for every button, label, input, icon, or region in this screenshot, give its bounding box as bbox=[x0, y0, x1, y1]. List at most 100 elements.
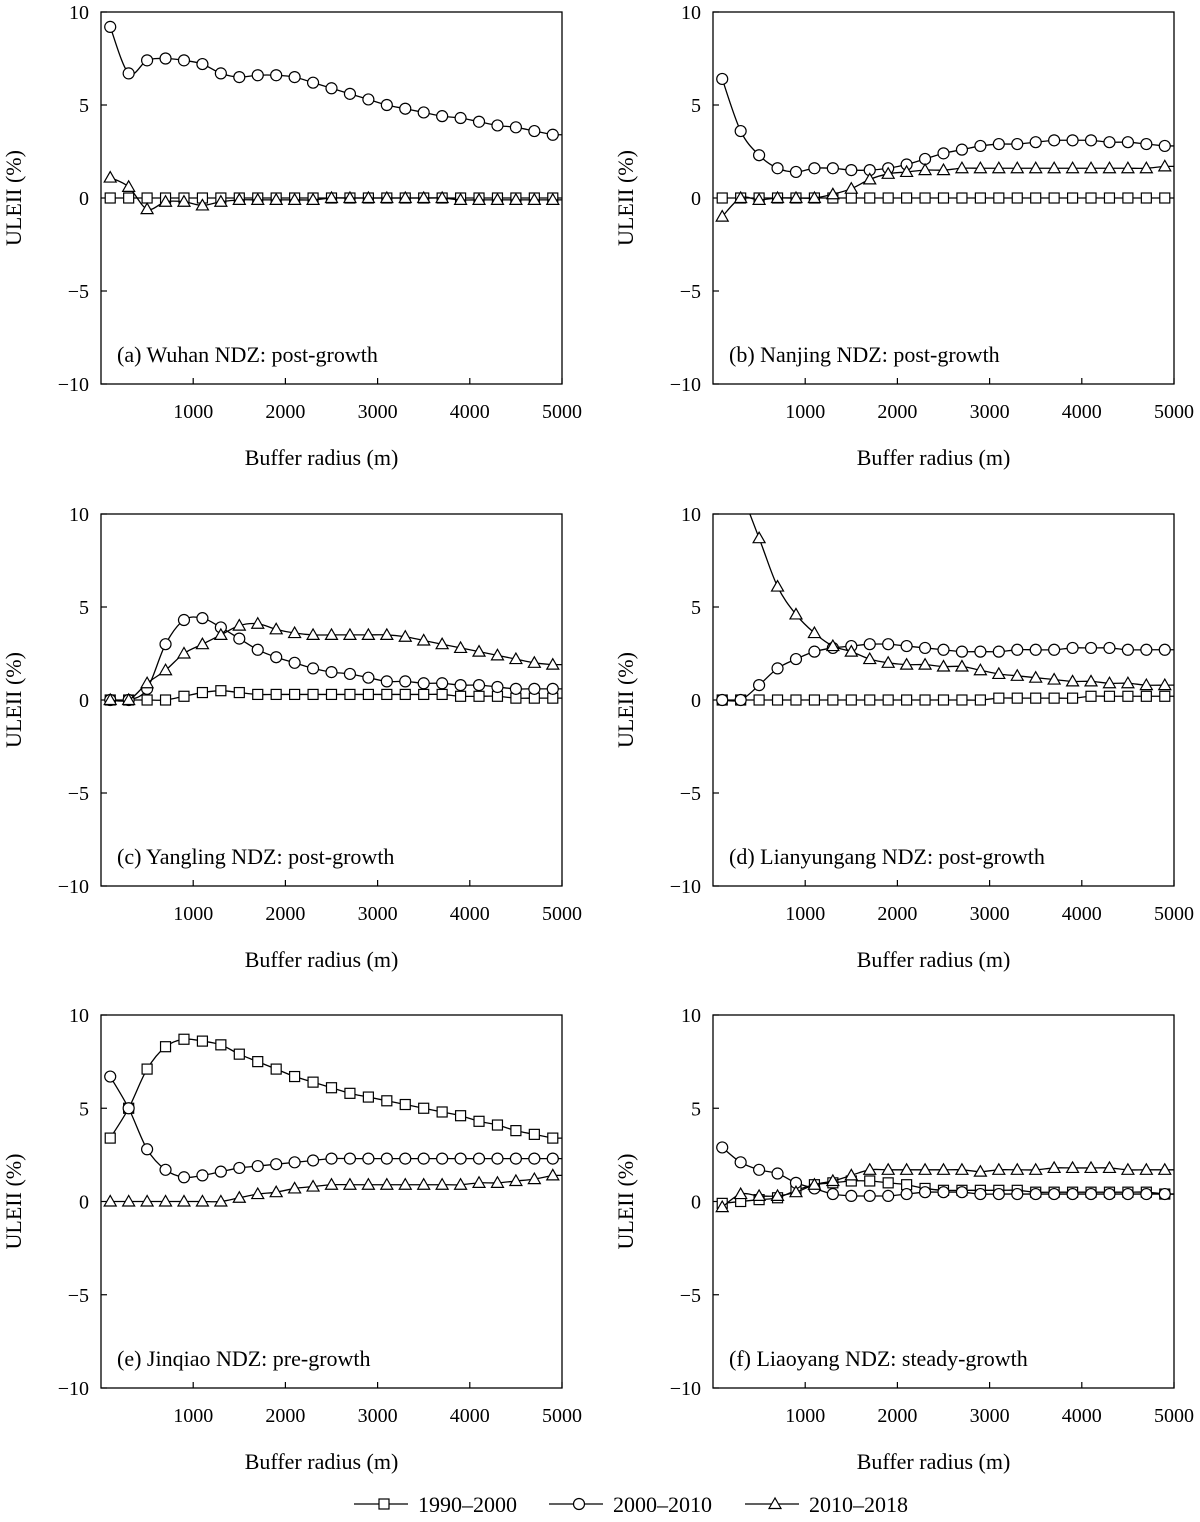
x-tick-label: 4000 bbox=[450, 903, 490, 925]
data-point-triangle bbox=[899, 657, 914, 670]
data-point-square bbox=[104, 1132, 116, 1144]
data-point-triangle bbox=[918, 657, 933, 670]
data-point-triangle bbox=[103, 1194, 118, 1207]
data-point-triangle bbox=[752, 1188, 767, 1202]
data-point-triangle bbox=[1102, 161, 1117, 174]
data-point-square bbox=[937, 192, 950, 204]
data-point-square bbox=[1030, 692, 1042, 704]
data-point-square bbox=[901, 694, 913, 706]
y-axis-label: ULEII (%) bbox=[1, 150, 26, 246]
data-point-triangle bbox=[435, 190, 450, 204]
data-point-square bbox=[790, 694, 802, 706]
data-point-square bbox=[528, 1128, 540, 1140]
chart-panel-0: 10 5 0 −5 −10 1000 2000 3000 4000 5000 Buffer radi… bbox=[1, 2, 582, 470]
data-point-circle bbox=[974, 1187, 987, 1201]
data-point-circle bbox=[472, 679, 486, 692]
data-point-circle bbox=[288, 656, 301, 669]
data-point-circle bbox=[789, 652, 803, 666]
panel-annotation: (c) Yangling NDZ: post-growth bbox=[117, 844, 394, 869]
data-point-triangle bbox=[807, 1177, 822, 1190]
data-point-square bbox=[325, 688, 338, 701]
panel-annotation: (a) Wuhan NDZ: post-growth bbox=[117, 342, 378, 367]
y-tick-label: −5 bbox=[680, 783, 701, 805]
data-point-circle bbox=[900, 639, 913, 653]
data-point-circle bbox=[472, 1152, 486, 1165]
y-axis-label: ULEII (%) bbox=[613, 1154, 638, 1250]
data-point-square bbox=[827, 694, 839, 706]
data-point-triangle bbox=[269, 1184, 284, 1198]
data-point-triangle bbox=[306, 627, 321, 641]
x-axis-label: Buffer radius (m) bbox=[245, 947, 399, 972]
data-point-circle bbox=[1103, 641, 1116, 655]
legend-marker-circle bbox=[572, 1497, 586, 1511]
data-point-triangle bbox=[140, 676, 155, 689]
chart-panel-2: 10 5 0 −5 −10 1000 2000 3000 4000 5000 Buffer radi… bbox=[1, 504, 582, 972]
data-point-circle bbox=[1084, 1187, 1098, 1201]
y-tick-label: 10 bbox=[69, 504, 89, 526]
data-point-square bbox=[454, 690, 467, 702]
data-point-triangle bbox=[1028, 161, 1043, 174]
data-point-triangle bbox=[1120, 1162, 1135, 1175]
data-point-triangle bbox=[807, 190, 822, 204]
data-point-circle bbox=[233, 1161, 246, 1175]
panel-annotation: (f) Liaoyang NDZ: steady-growth bbox=[729, 1346, 1028, 1371]
data-point-triangle bbox=[398, 1177, 413, 1190]
data-point-triangle bbox=[545, 1168, 560, 1181]
x-tick-label: 4000 bbox=[1062, 401, 1102, 423]
data-point-circle bbox=[436, 677, 449, 690]
data-point-circle bbox=[826, 162, 839, 175]
data-point-circle bbox=[992, 137, 1005, 151]
x-tick-label: 1000 bbox=[173, 1405, 213, 1427]
data-point-circle bbox=[325, 1152, 338, 1165]
data-point-square bbox=[993, 692, 1005, 704]
data-point-circle bbox=[937, 1186, 950, 1199]
data-point-triangle bbox=[1157, 1162, 1172, 1175]
data-point-triangle bbox=[195, 636, 210, 650]
data-point-square bbox=[753, 694, 765, 706]
data-point-square bbox=[215, 685, 227, 697]
data-point-square bbox=[1122, 690, 1134, 702]
x-tick-label: 3000 bbox=[358, 1405, 398, 1427]
data-point-circle bbox=[454, 111, 467, 125]
data-point-circle bbox=[752, 149, 766, 162]
data-point-square bbox=[901, 192, 913, 204]
data-point-circle bbox=[1084, 134, 1098, 147]
data-point-square bbox=[882, 694, 894, 706]
y-tick-label: 0 bbox=[79, 1192, 89, 1214]
data-point-triangle bbox=[1139, 161, 1154, 174]
data-point-triangle bbox=[269, 192, 284, 205]
data-point-square bbox=[993, 192, 1005, 204]
data-point-triangle bbox=[954, 161, 969, 174]
data-point-triangle bbox=[991, 1162, 1006, 1175]
data-point-triangle bbox=[121, 1194, 136, 1207]
data-point-square bbox=[418, 688, 430, 701]
panel-annotation: (e) Jinqiao NDZ: pre-growth bbox=[117, 1346, 371, 1371]
data-point-circle bbox=[306, 1154, 320, 1167]
data-point-triangle bbox=[770, 1188, 785, 1202]
data-point-circle bbox=[270, 1158, 283, 1171]
data-point-circle bbox=[196, 1169, 209, 1182]
data-point-triangle bbox=[954, 1162, 969, 1175]
data-point-circle bbox=[1103, 1187, 1116, 1201]
data-point-circle bbox=[399, 1152, 412, 1165]
data-point-circle bbox=[937, 643, 950, 656]
data-point-triangle bbox=[1102, 1160, 1117, 1174]
y-tick-label: 10 bbox=[681, 2, 701, 24]
data-point-triangle bbox=[213, 1194, 228, 1207]
data-point-triangle bbox=[342, 1177, 357, 1190]
data-point-square bbox=[252, 1056, 264, 1068]
data-point-circle bbox=[937, 147, 950, 160]
data-point-triangle bbox=[862, 172, 877, 185]
x-tick-label: 5000 bbox=[542, 401, 582, 423]
series-group bbox=[716, 514, 1174, 707]
data-point-circle bbox=[1066, 641, 1079, 655]
data-point-circle bbox=[955, 143, 969, 156]
data-point-triangle bbox=[379, 1177, 394, 1190]
data-point-circle bbox=[734, 693, 747, 707]
data-point-circle bbox=[734, 1156, 747, 1169]
data-point-square bbox=[808, 694, 821, 706]
data-point-circle bbox=[380, 1152, 393, 1165]
x-tick-label: 2000 bbox=[877, 401, 917, 423]
y-tick-label: 0 bbox=[79, 690, 89, 712]
y-tick-label: −5 bbox=[68, 1285, 89, 1307]
